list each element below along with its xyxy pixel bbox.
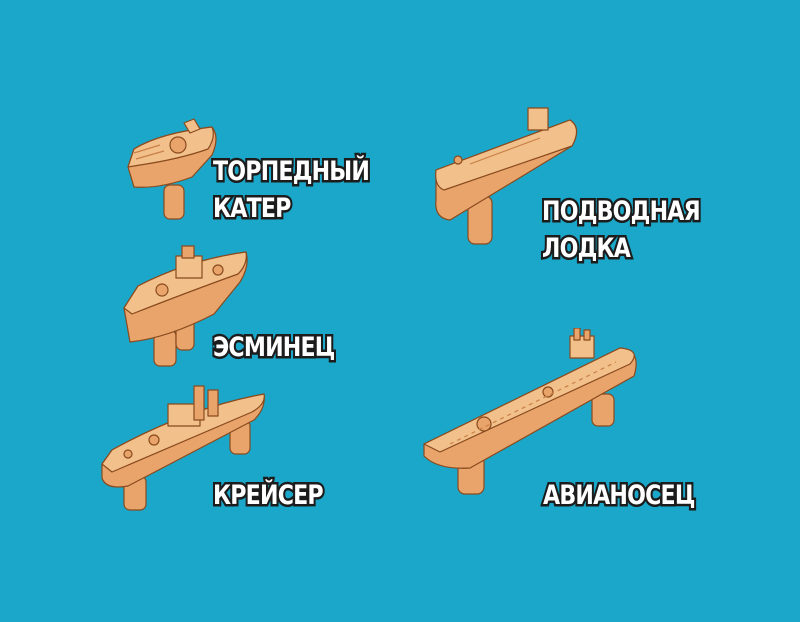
destroyer-label-line-1: ЭСМИНЕЦ bbox=[211, 330, 337, 366]
submarine-piece bbox=[435, 107, 578, 245]
cruiser-piece bbox=[101, 385, 265, 511]
aircraft-carrier-label: АВИАНОСЕЦ bbox=[541, 477, 697, 514]
submarine-label: ПОДВОДНАЯ ЛОДКА bbox=[540, 193, 703, 267]
cruiser-label-line-1: КРЕЙСЕР bbox=[211, 478, 326, 514]
submarine-label-line-1: ПОДВОДНАЯ bbox=[540, 194, 703, 230]
cruiser-label: КРЕЙСЕР bbox=[211, 477, 326, 514]
torpedo-boat-piece bbox=[127, 118, 217, 220]
submarine-label-line-2: ЛОДКА bbox=[540, 231, 633, 267]
aircraft-carrier-label-line-1: АВИАНОСЕЦ bbox=[541, 478, 697, 514]
destroyer-label: ЭСМИНЕЦ bbox=[211, 329, 337, 366]
destroyer-piece bbox=[123, 245, 248, 367]
torpedo-boat-label-line-1: ТОРПЕДНЫЙ bbox=[211, 154, 372, 190]
torpedo-boat-label-line-2: КАТЕР bbox=[211, 191, 294, 227]
aircraft-carrier-piece bbox=[423, 328, 637, 495]
torpedo-boat-label: ТОРПЕДНЫЙ КАТЕР bbox=[211, 153, 372, 227]
